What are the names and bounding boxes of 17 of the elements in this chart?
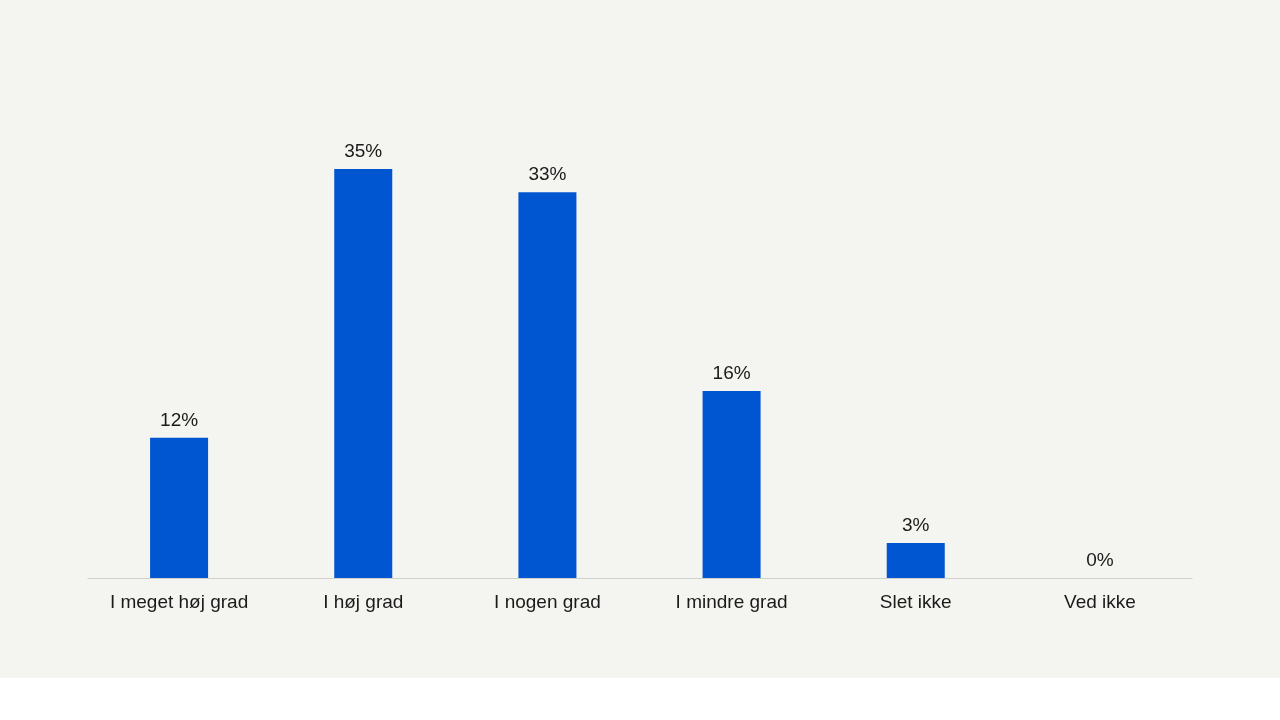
x-tick-label: I mindre grad (675, 590, 788, 612)
x-tick-label: Slet ikke (879, 590, 952, 612)
x-tick-label: Ved ikke (1064, 590, 1136, 612)
bar (702, 391, 761, 578)
data-label: 35% (344, 140, 383, 161)
bar (518, 192, 577, 578)
data-label: 0% (1086, 549, 1114, 570)
data-label: 3% (902, 513, 930, 535)
data-label: 33% (528, 163, 567, 185)
x-tick-label: I nogen grad (494, 590, 601, 612)
bar (886, 542, 945, 578)
bar (334, 169, 393, 578)
x-tick-label: I meget høj grad (109, 590, 249, 612)
data-label: 12% (160, 408, 199, 430)
bar (150, 437, 209, 578)
x-tick-label: I høj grad (323, 590, 404, 612)
data-label: 16% (712, 362, 751, 384)
